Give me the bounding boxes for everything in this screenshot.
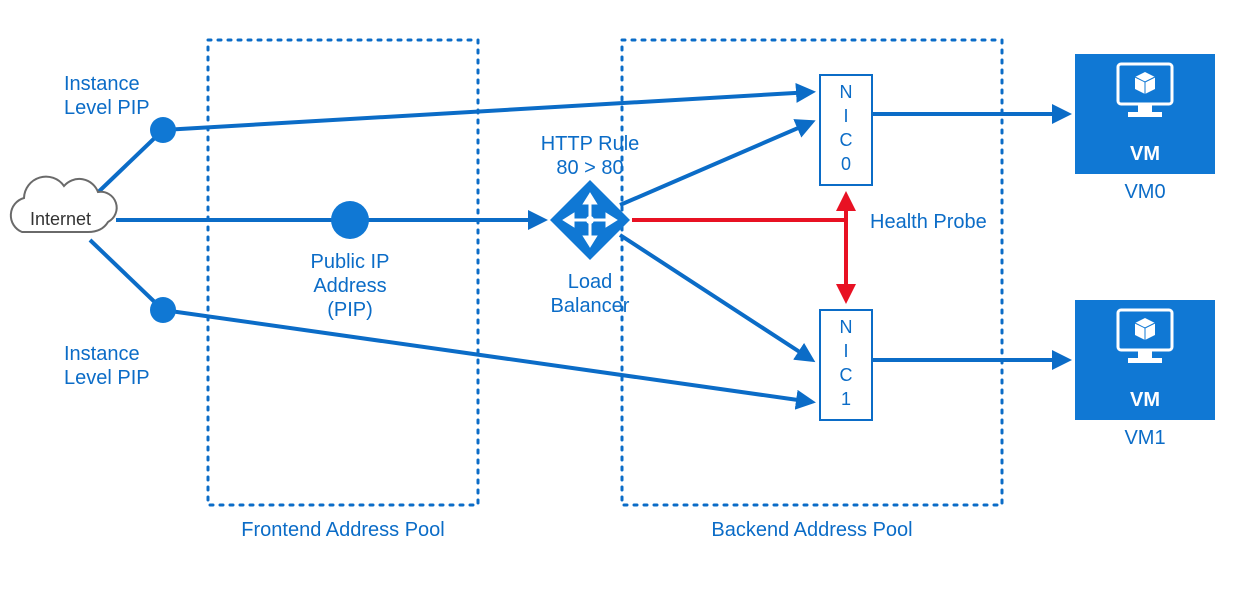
edge-pipbot-nic1 — [163, 310, 812, 402]
edge-piptop-nic0 — [163, 92, 812, 130]
internet-label: Internet — [30, 209, 91, 229]
edge-lb-nic1 — [620, 235, 812, 360]
instance-pip-top-node — [150, 117, 176, 143]
vm0-node: VM — [1075, 54, 1215, 174]
nic0-char-3: 0 — [841, 154, 851, 174]
vm1-node: VM — [1075, 300, 1215, 420]
edge-lb-nic0 — [620, 122, 812, 205]
public-ip-label-1: Public IP — [311, 251, 390, 273]
frontend-pool-label: Frontend Address Pool — [241, 519, 444, 541]
edge-cloud-pip-top — [90, 130, 163, 200]
health-probe-label: Health Probe — [870, 211, 987, 233]
public-ip-label-2: Address — [313, 275, 386, 297]
nic0-char-2: C — [840, 130, 853, 150]
edge-cloud-pip-bot — [90, 240, 163, 310]
lb-label-2: Balancer — [551, 295, 630, 317]
vm1-label: VM — [1130, 389, 1160, 411]
instance-pip-bot-label-1: Instance — [64, 343, 140, 365]
public-ip-label-3: (PIP) — [327, 299, 373, 321]
vm1-caption: VM1 — [1124, 427, 1165, 449]
nic0-char-1: I — [843, 106, 848, 126]
lb-label-1: Load — [568, 271, 613, 293]
instance-pip-top-label-2: Level PIP — [64, 97, 150, 119]
instance-pip-top-label-1: Instance — [64, 73, 140, 95]
nic0-char-0: N — [840, 82, 853, 102]
http-rule-label-2: 80 > 80 — [556, 157, 623, 179]
nic1-char-0: N — [840, 317, 853, 337]
nic0-node: N I C 0 — [820, 75, 872, 185]
nic1-char-1: I — [843, 341, 848, 361]
nic1-char-3: 1 — [841, 389, 851, 409]
instance-pip-bot-label-2: Level PIP — [64, 367, 150, 389]
public-ip-node — [331, 201, 369, 239]
instance-pip-bottom-node — [150, 297, 176, 323]
vm0-label: VM — [1130, 143, 1160, 165]
backend-pool-label: Backend Address Pool — [711, 519, 912, 541]
nic1-char-2: C — [840, 365, 853, 385]
load-balancer-icon — [550, 180, 630, 260]
nic1-node: N I C 1 — [820, 310, 872, 420]
vm0-caption: VM0 — [1124, 181, 1165, 203]
http-rule-label-1: HTTP Rule — [541, 133, 640, 155]
